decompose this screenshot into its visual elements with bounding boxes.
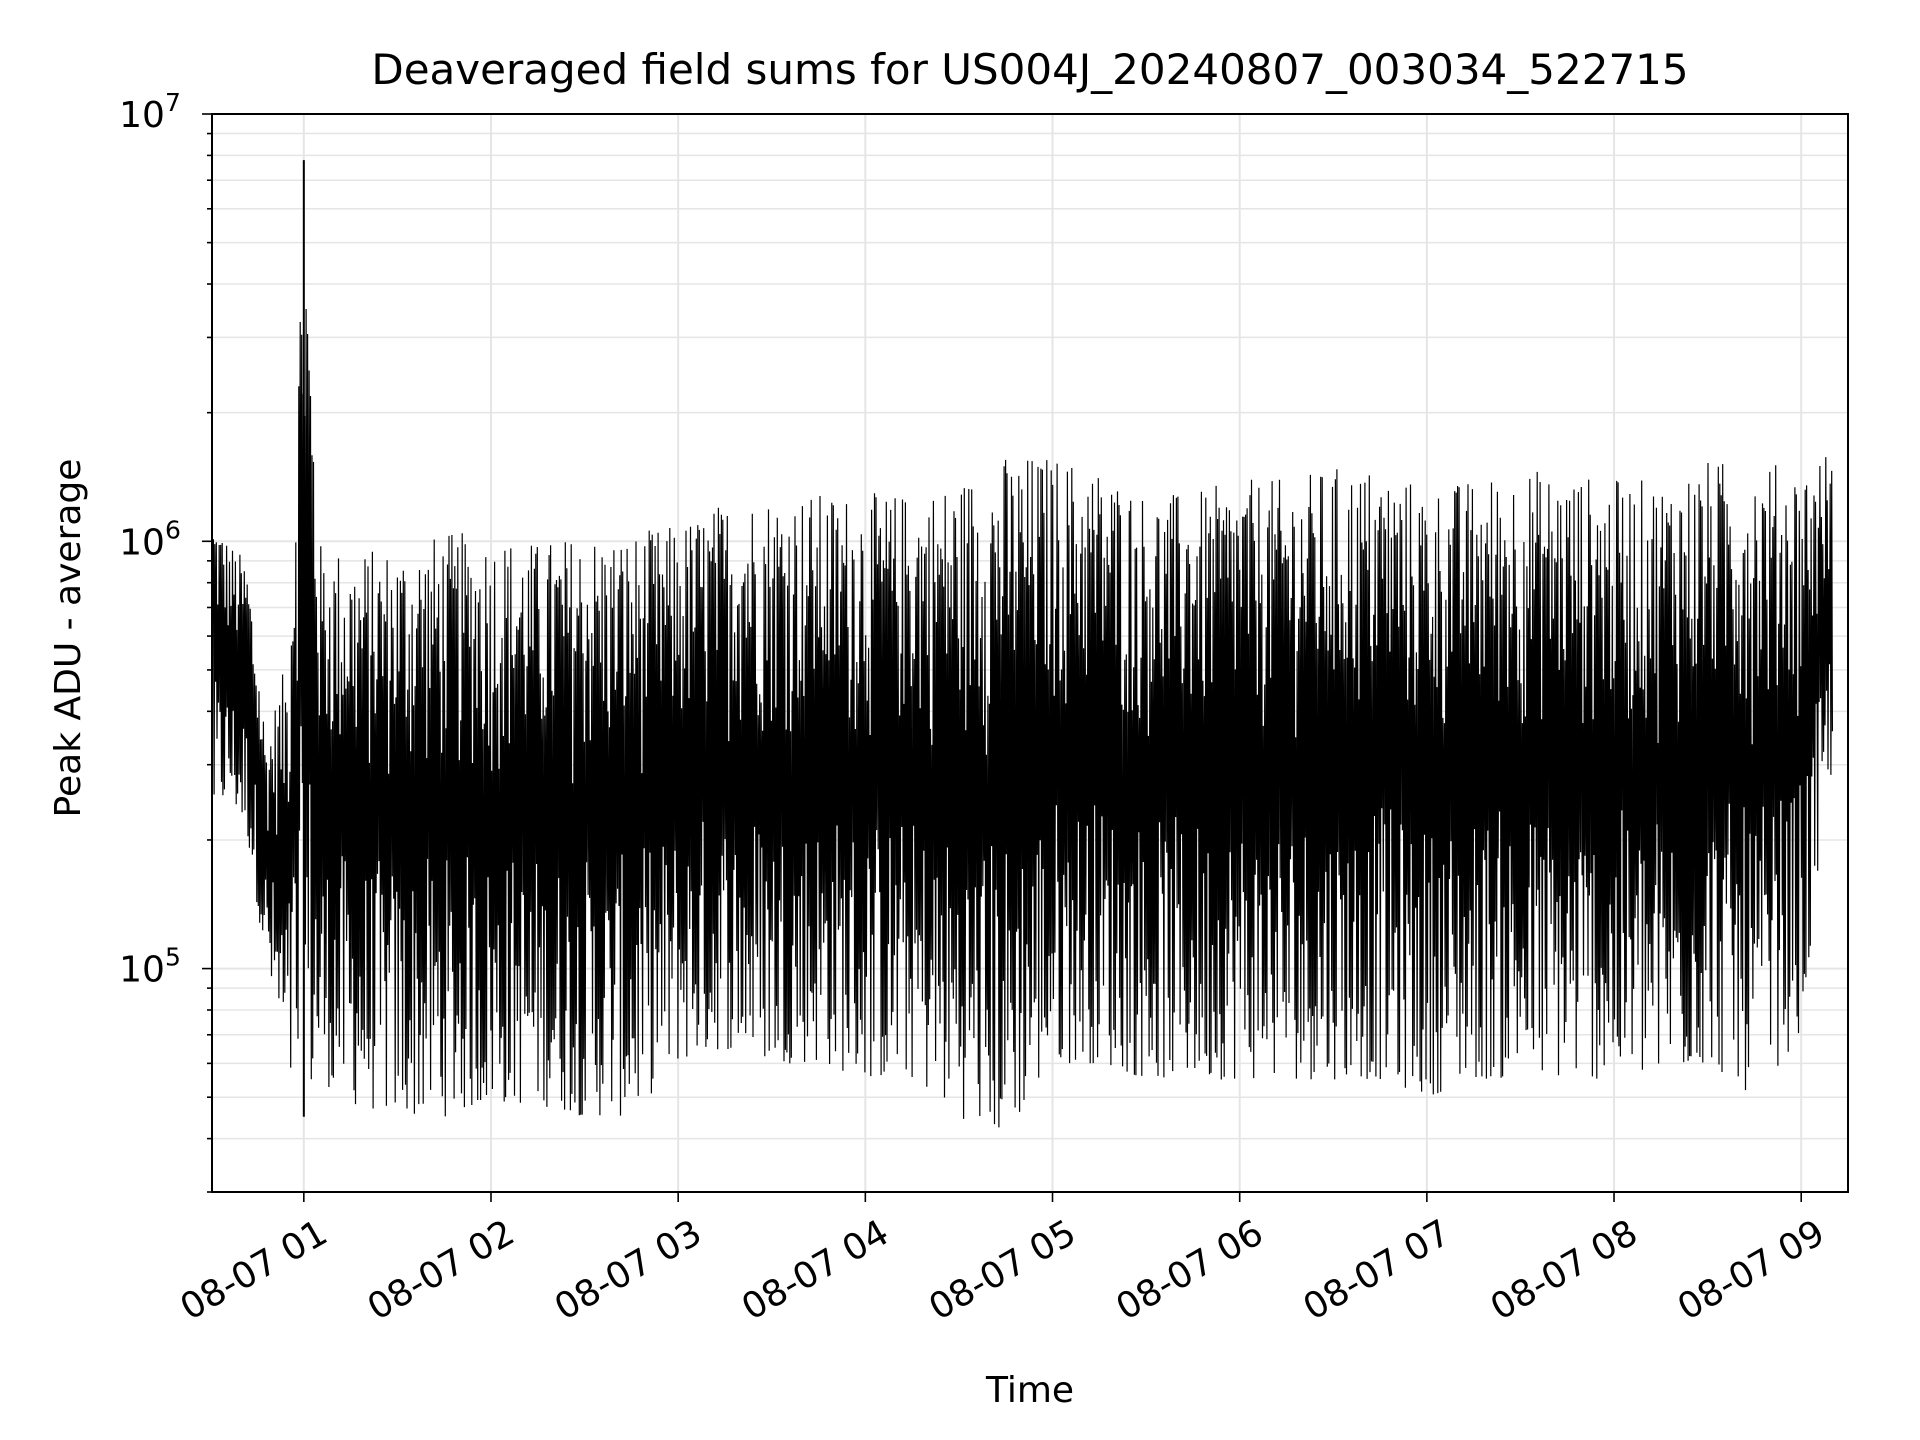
y-tick-label: 106 <box>119 515 181 563</box>
x-tick-label: 08-07 08 <box>1484 1212 1645 1328</box>
x-tick-label: 08-07 04 <box>735 1212 896 1328</box>
y-axis-label: Peak ADU - average <box>48 459 89 818</box>
x-tick-label: 08-07 05 <box>922 1212 1083 1328</box>
x-tick-label: 08-07 09 <box>1671 1212 1832 1328</box>
x-tick-label: 08-07 01 <box>174 1212 335 1328</box>
series-line <box>212 308 1833 1128</box>
plot-area <box>211 113 1849 1193</box>
x-tick-label: 08-07 02 <box>361 1212 522 1328</box>
x-axis-label: Time <box>985 1370 1074 1411</box>
data-series <box>212 160 1833 1128</box>
y-tick-label: 105 <box>119 943 181 991</box>
chart-title: Deaveraged field sums for US004J_2024080… <box>371 45 1688 94</box>
y-tick-label: 107 <box>119 88 181 136</box>
x-tick-label: 08-07 06 <box>1110 1212 1271 1328</box>
x-tick-label: 08-07 03 <box>548 1212 709 1328</box>
x-tick-label: 08-07 07 <box>1297 1212 1458 1328</box>
